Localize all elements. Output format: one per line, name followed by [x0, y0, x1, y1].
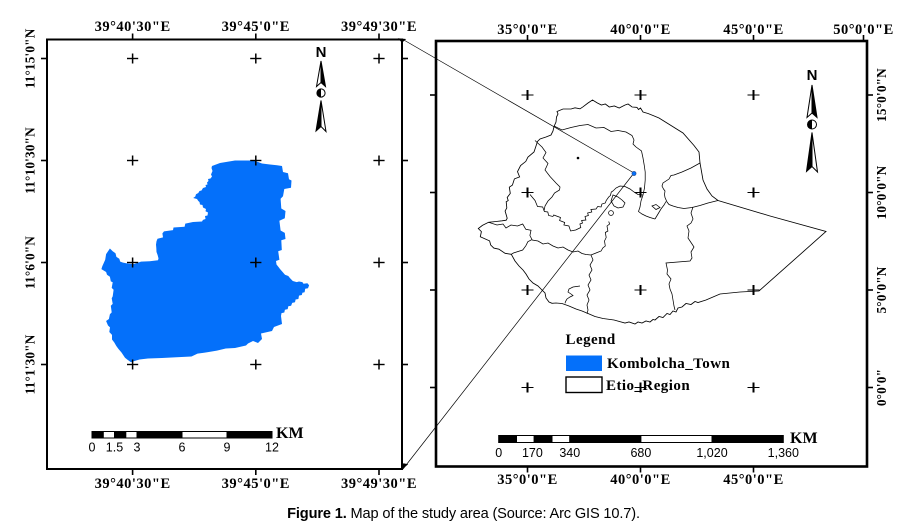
svg-text:0: 0: [89, 441, 96, 455]
svg-text:3: 3: [134, 441, 141, 455]
svg-text:1.5: 1.5: [106, 441, 123, 455]
svg-text:45°0'0"E: 45°0'0"E: [723, 22, 784, 38]
svg-text:170: 170: [522, 446, 543, 460]
svg-text:Kombolcha_Town: Kombolcha_Town: [607, 356, 730, 372]
svg-text:40°0'0"E: 40°0'0"E: [610, 22, 671, 38]
svg-text:0°0'0": 0°0'0": [874, 369, 889, 406]
svg-text:50°0'0"E: 50°0'0"E: [833, 22, 894, 38]
svg-text:11°15'0"N: 11°15'0"N: [23, 28, 38, 88]
svg-text:340: 340: [559, 446, 580, 460]
svg-text:11°6'0"N: 11°6'0"N: [23, 236, 38, 289]
svg-text:39°40'30"E: 39°40'30"E: [95, 476, 171, 492]
svg-text:9: 9: [224, 441, 231, 455]
svg-text:0: 0: [495, 446, 502, 460]
svg-text:39°45'0"E: 39°45'0"E: [222, 19, 290, 35]
svg-text:40°0'0"E: 40°0'0"E: [610, 472, 671, 488]
svg-text:39°49'30"E: 39°49'30"E: [341, 476, 417, 492]
svg-text:39°49'30"E: 39°49'30"E: [341, 19, 417, 35]
svg-text:1,360: 1,360: [768, 446, 799, 460]
svg-text:45°0'0"E: 45°0'0"E: [723, 472, 784, 488]
svg-text:10°0'0"N: 10°0'0"N: [874, 165, 889, 219]
svg-text:15°0'0"N: 15°0'0"N: [874, 68, 889, 122]
svg-text:39°45'0"E: 39°45'0"E: [222, 476, 290, 492]
svg-text:Figure 1. Map of the study are: Figure 1. Map of the study area (Source:…: [287, 506, 640, 522]
svg-text:KM: KM: [276, 425, 304, 442]
svg-text:6: 6: [179, 441, 186, 455]
svg-text:Legend: Legend: [566, 332, 616, 348]
svg-text:35°0'0"E: 35°0'0"E: [497, 472, 558, 488]
svg-text:1,020: 1,020: [696, 446, 727, 460]
svg-text:11°1'30"N: 11°1'30"N: [23, 334, 38, 394]
svg-text:Etio_Region: Etio_Region: [606, 378, 690, 394]
svg-text:KM: KM: [790, 430, 818, 447]
svg-text:N: N: [807, 67, 818, 84]
svg-text:N: N: [316, 44, 327, 61]
svg-text:39°40'30"E: 39°40'30"E: [95, 19, 171, 35]
svg-text:35°0'0"E: 35°0'0"E: [497, 22, 558, 38]
svg-text:11°10'30"N: 11°10'30"N: [23, 127, 38, 194]
svg-text:5°0'0"N: 5°0'0"N: [874, 266, 889, 313]
svg-text:12: 12: [265, 441, 279, 455]
svg-text:680: 680: [630, 446, 651, 460]
